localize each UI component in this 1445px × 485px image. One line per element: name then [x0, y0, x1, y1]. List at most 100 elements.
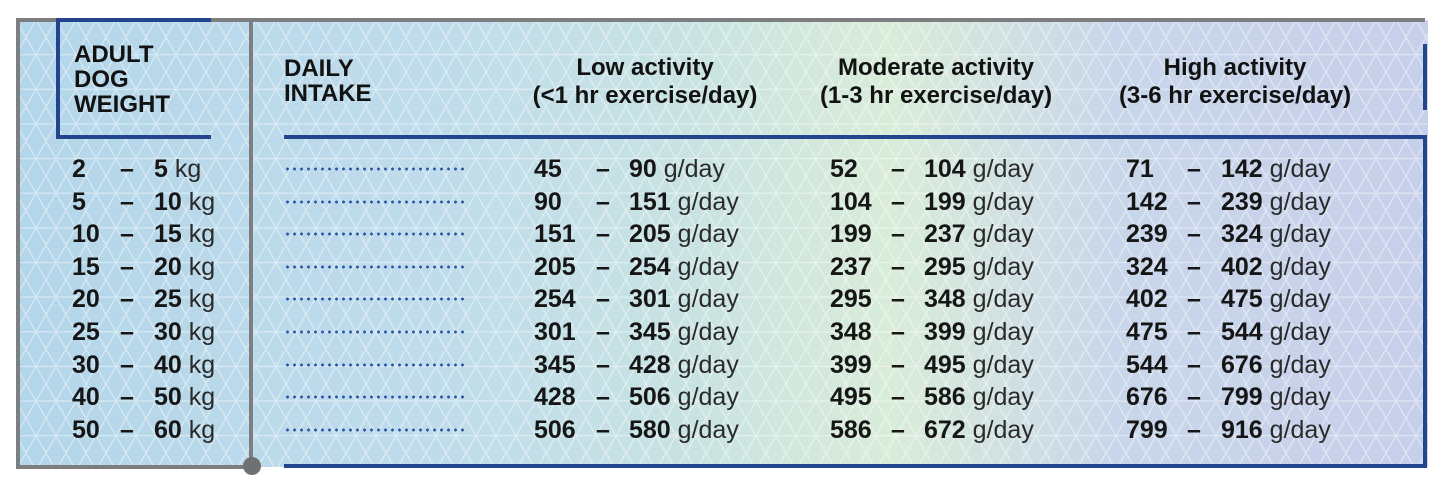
moderate-max: 295 g/day: [924, 252, 1034, 281]
range-dash: –: [1187, 350, 1201, 379]
weight-min: 5: [72, 187, 86, 216]
high-min: 71: [1126, 155, 1154, 183]
moderate-max: 399 g/day: [924, 318, 1034, 346]
weight-header-bottom-rule: [56, 135, 211, 139]
range-dash: –: [891, 220, 905, 249]
range-dash: –: [120, 383, 134, 412]
high-min: 142: [1126, 187, 1168, 216]
dotted-leader: [284, 362, 468, 367]
range-dash: –: [891, 285, 905, 314]
weight-min: 10: [72, 220, 100, 249]
weight-max: 60 kg: [154, 415, 216, 444]
low-max: 580 g/day: [629, 415, 739, 444]
moderate-max: 348 g/day: [924, 285, 1034, 314]
range-dash: –: [891, 350, 905, 379]
weight-min: 30: [72, 350, 100, 379]
range-dash: –: [596, 220, 610, 249]
moderate-min: 348: [830, 318, 872, 346]
range-dash: –: [120, 155, 134, 183]
range-dash: –: [596, 383, 610, 412]
range-dash: –: [891, 187, 905, 216]
low-max: 345 g/day: [629, 318, 739, 346]
range-dash: –: [596, 187, 610, 216]
moderate-min: 399: [830, 350, 872, 379]
low-min: 345: [534, 350, 576, 379]
dotted-leader: [284, 330, 468, 334]
weight-max: 40 kg: [154, 350, 216, 379]
moderate-min: 295: [830, 285, 872, 314]
moderate-min: 199: [830, 220, 872, 249]
divider-knob: [243, 457, 261, 475]
weight-min: 15: [72, 252, 100, 281]
low-min: 205: [534, 252, 576, 281]
range-dash: –: [596, 285, 610, 314]
adult-dog-weight-header: ADULT DOG WEIGHT: [74, 41, 170, 118]
high-min: 475: [1126, 318, 1168, 346]
low-min: 506: [534, 415, 576, 444]
table-row: 5 – 10 kg 90 – 151 g/day 104 – 199 g/day…: [0, 186, 1445, 218]
moderate-min: 495: [830, 383, 872, 412]
range-dash: –: [120, 252, 134, 281]
range-dash: –: [120, 285, 134, 314]
moderate-min: 52: [830, 155, 858, 183]
low-activity-header: Low activity (<1 hr exercise/day): [532, 54, 758, 109]
table-row: 25 – 30 kg 301 – 345 g/day 348 – 399 g/d…: [0, 316, 1445, 348]
range-dash: –: [1187, 285, 1201, 314]
high-min: 402: [1126, 285, 1168, 314]
low-min: 151: [534, 220, 576, 249]
low-max: 301 g/day: [629, 285, 739, 314]
dotted-leader: [284, 395, 468, 400]
weight-header-top-rule: [56, 18, 211, 22]
range-dash: –: [120, 318, 134, 346]
range-dash: –: [1187, 415, 1201, 444]
range-dash: –: [596, 350, 610, 379]
right-bracket-top: [1423, 44, 1427, 110]
high-max: 799 g/day: [1221, 383, 1331, 412]
high-min: 324: [1126, 252, 1168, 281]
high-max: 402 g/day: [1221, 252, 1331, 281]
range-dash: –: [891, 155, 905, 183]
range-dash: –: [596, 318, 610, 346]
weight-min: 50: [72, 415, 100, 444]
high-max: 475 g/day: [1221, 285, 1331, 314]
range-dash: –: [891, 415, 905, 444]
high-min: 544: [1126, 350, 1168, 379]
range-dash: –: [1187, 220, 1201, 249]
moderate-activity-header: Moderate activity (1-3 hr exercise/day): [819, 54, 1053, 109]
range-dash: –: [596, 252, 610, 281]
weight-max: 30 kg: [154, 318, 216, 346]
range-dash: –: [891, 252, 905, 281]
range-dash: –: [120, 415, 134, 444]
range-dash: –: [120, 187, 134, 216]
high-max: 676 g/day: [1221, 350, 1331, 379]
weight-min: 20: [72, 285, 100, 314]
weight-min: 40: [72, 383, 100, 412]
low-max: 90 g/day: [629, 155, 725, 183]
range-dash: –: [891, 383, 905, 412]
weight-header-bracket: [56, 18, 60, 138]
dotted-leader: [284, 199, 468, 204]
low-max: 151 g/day: [629, 187, 739, 216]
weight-min: 2: [72, 155, 86, 183]
low-max: 205 g/day: [629, 220, 739, 249]
table-row: 50 – 60 kg 506 – 580 g/day 586 – 672 g/d…: [0, 414, 1445, 446]
low-min: 301: [534, 318, 576, 346]
range-dash: –: [596, 155, 610, 183]
moderate-max: 237 g/day: [924, 220, 1034, 249]
weight-max: 20 kg: [154, 252, 216, 281]
range-dash: –: [1187, 252, 1201, 281]
weight-max: 10 kg: [154, 187, 216, 216]
high-min: 676: [1126, 383, 1168, 412]
low-min: 254: [534, 285, 576, 314]
high-min: 799: [1126, 415, 1168, 444]
high-max: 142 g/day: [1221, 155, 1331, 183]
range-dash: –: [1187, 318, 1201, 346]
dotted-leader: [284, 167, 468, 171]
dotted-leader: [284, 232, 468, 237]
range-dash: –: [1187, 383, 1201, 412]
high-max: 916 g/day: [1221, 415, 1331, 444]
range-dash: –: [596, 415, 610, 444]
range-dash: –: [1187, 155, 1201, 183]
moderate-max: 586 g/day: [924, 383, 1034, 412]
table-row: 15 – 20 kg 205 – 254 g/day 237 – 295 g/d…: [0, 251, 1445, 283]
